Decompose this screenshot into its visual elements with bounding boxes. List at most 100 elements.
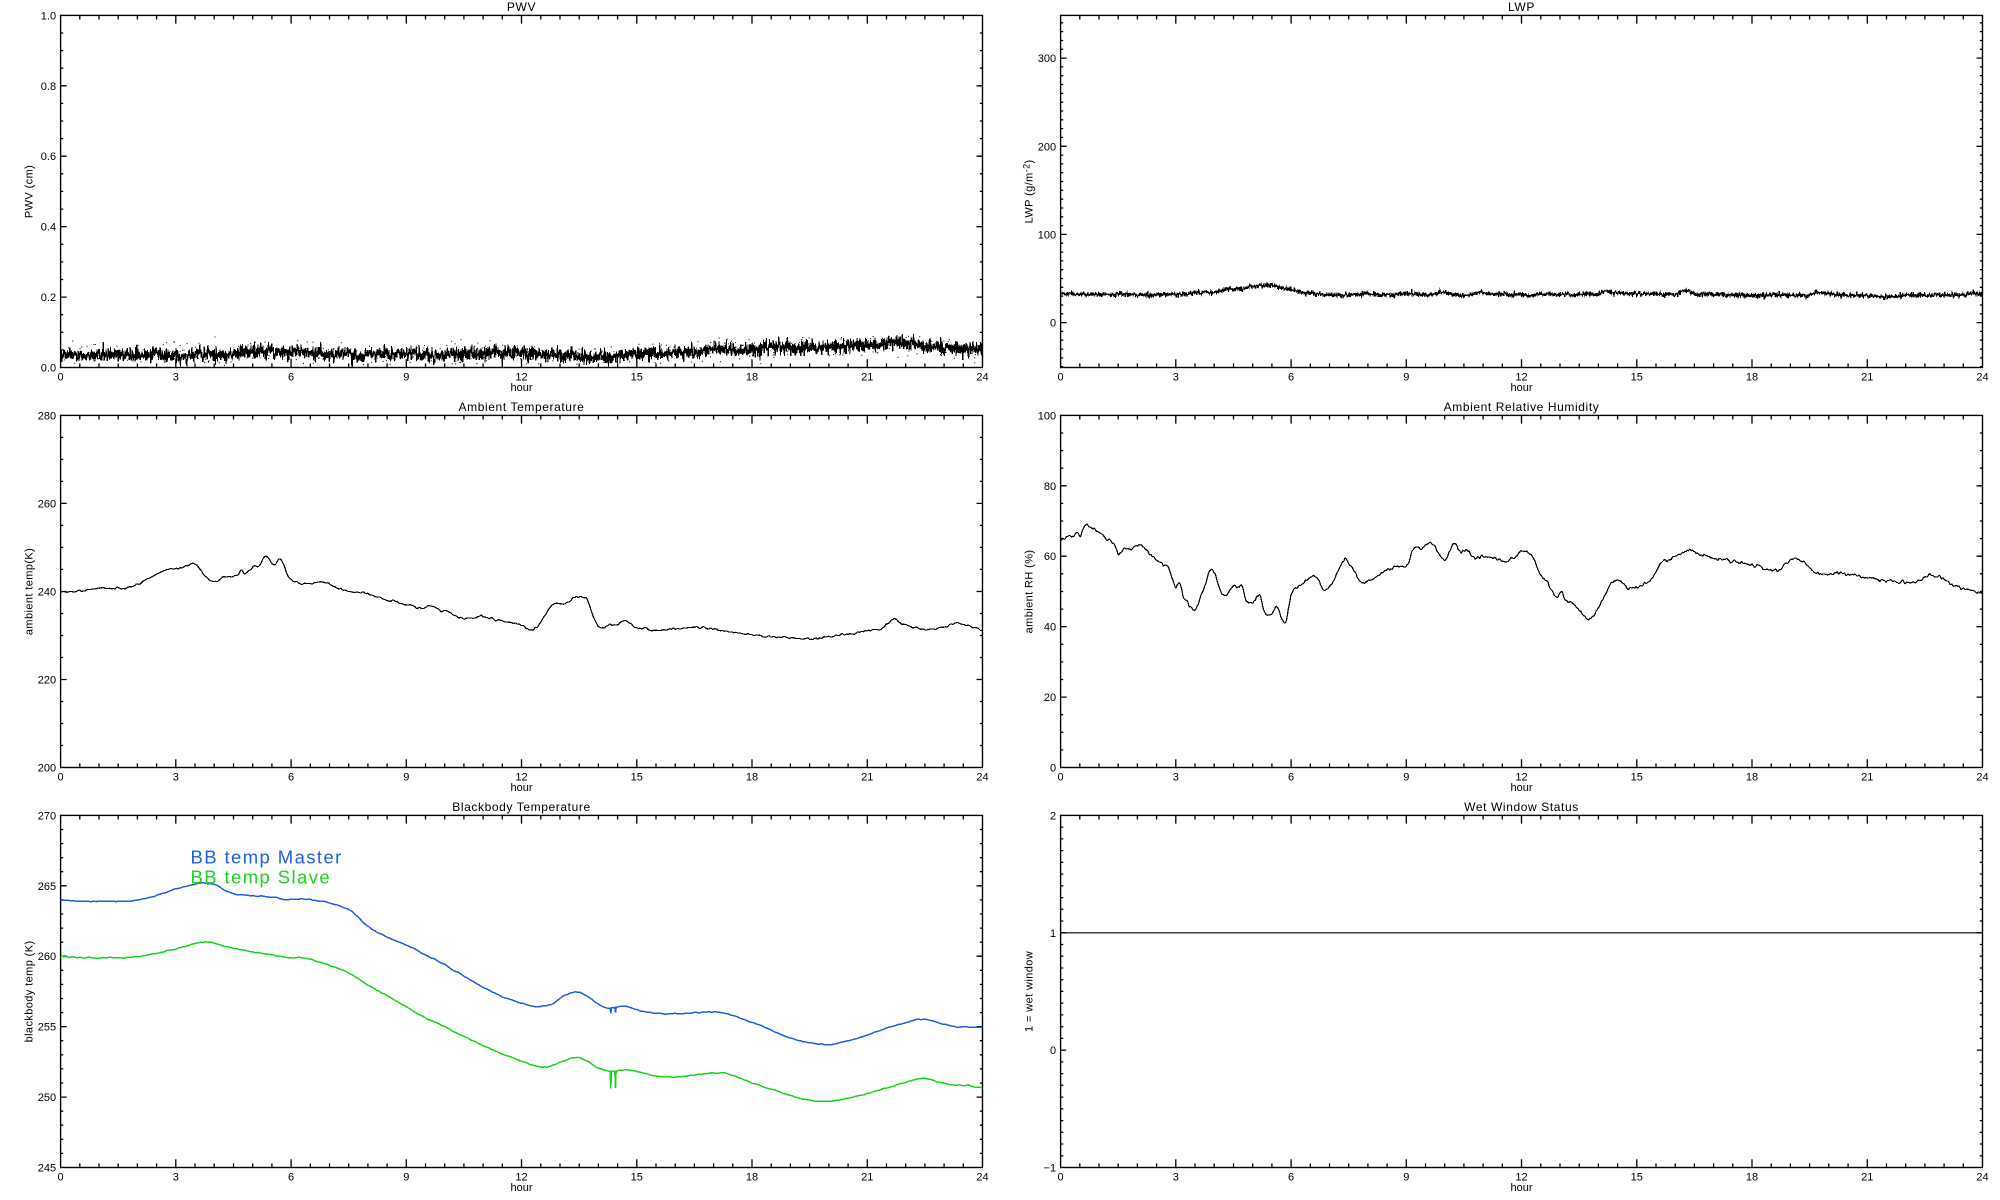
svg-text:0.6: 0.6 (41, 151, 56, 163)
svg-text:260: 260 (38, 498, 56, 510)
svg-text:hour: hour (510, 782, 532, 794)
svg-text:15: 15 (631, 1172, 643, 1184)
svg-text:265: 265 (38, 881, 56, 893)
svg-text:250: 250 (38, 1092, 56, 1104)
svg-text:3: 3 (173, 1172, 179, 1184)
svg-text:1.0: 1.0 (41, 10, 56, 22)
svg-text:18: 18 (746, 1172, 758, 1184)
svg-text:0.8: 0.8 (41, 81, 56, 93)
svg-text:3: 3 (173, 772, 179, 784)
svg-text:24: 24 (976, 1172, 988, 1184)
svg-text:3: 3 (1173, 772, 1179, 784)
svg-text:hour: hour (1510, 382, 1532, 394)
svg-text:9: 9 (403, 772, 409, 784)
svg-text:9: 9 (403, 372, 409, 384)
svg-text:−1: −1 (1044, 1163, 1057, 1175)
svg-text:ambient RH (%): ambient RH (%) (1024, 550, 1036, 634)
svg-text:21: 21 (861, 372, 873, 384)
svg-text:12: 12 (515, 1172, 527, 1184)
svg-text:15: 15 (631, 772, 643, 784)
svg-text:0.2: 0.2 (41, 292, 56, 304)
svg-text:hour: hour (1510, 782, 1532, 794)
svg-text:18: 18 (1746, 1172, 1758, 1184)
svg-text:20: 20 (1044, 692, 1056, 704)
svg-text:245: 245 (38, 1163, 56, 1175)
svg-text:hour: hour (1510, 1182, 1532, 1194)
svg-text:18: 18 (1746, 772, 1758, 784)
svg-text:1: 1 (1050, 928, 1056, 940)
svg-text:12: 12 (515, 772, 527, 784)
svg-text:0: 0 (58, 772, 64, 784)
svg-text:15: 15 (1631, 772, 1643, 784)
svg-text:0: 0 (58, 1172, 64, 1184)
svg-text:LWP: LWP (1508, 0, 1535, 14)
svg-text:220: 220 (38, 675, 56, 687)
svg-text:6: 6 (288, 1172, 294, 1184)
svg-text:6: 6 (1288, 772, 1294, 784)
svg-text:24: 24 (976, 372, 988, 384)
svg-text:200: 200 (1038, 141, 1056, 153)
svg-text:255: 255 (38, 1022, 56, 1034)
svg-text:12: 12 (515, 372, 527, 384)
svg-text:100: 100 (1038, 410, 1056, 422)
svg-text:3: 3 (173, 372, 179, 384)
svg-text:24: 24 (1976, 772, 1988, 784)
svg-text:3: 3 (1173, 372, 1179, 384)
svg-text:9: 9 (1403, 372, 1409, 384)
svg-text:270: 270 (38, 810, 56, 822)
svg-text:18: 18 (1746, 372, 1758, 384)
svg-text:60: 60 (1044, 551, 1056, 563)
svg-text:1 = wet window: 1 = wet window (1024, 951, 1036, 1032)
svg-text:240: 240 (38, 587, 56, 599)
svg-text:0.0: 0.0 (41, 363, 56, 375)
svg-text:0: 0 (1050, 1045, 1056, 1057)
svg-text:15: 15 (1631, 1172, 1643, 1184)
svg-text:blackbody temp (K): blackbody temp (K) (24, 940, 36, 1042)
svg-text:24: 24 (1976, 1172, 1988, 1184)
svg-text:Wet Window Status: Wet Window Status (1464, 800, 1579, 814)
svg-text:0: 0 (1050, 318, 1056, 330)
svg-text:18: 18 (746, 772, 758, 784)
svg-text:300: 300 (1038, 53, 1056, 65)
svg-text:6: 6 (1288, 1172, 1294, 1184)
svg-text:0: 0 (1058, 1172, 1064, 1184)
svg-text:BB temp Slave: BB temp Slave (191, 867, 332, 888)
svg-text:6: 6 (288, 372, 294, 384)
svg-text:260: 260 (38, 951, 56, 963)
svg-text:0: 0 (1058, 372, 1064, 384)
svg-text:BB temp Master: BB temp Master (191, 847, 343, 868)
svg-text:3: 3 (1173, 1172, 1179, 1184)
svg-text:0: 0 (1058, 772, 1064, 784)
svg-text:PWV: PWV (507, 0, 536, 14)
svg-text:9: 9 (1403, 1172, 1409, 1184)
svg-text:0.4: 0.4 (41, 222, 56, 234)
svg-text:12: 12 (1515, 772, 1527, 784)
svg-text:80: 80 (1044, 481, 1056, 493)
svg-text:21: 21 (861, 1172, 873, 1184)
svg-text:Ambient Temperature: Ambient Temperature (459, 400, 585, 414)
svg-text:6: 6 (1288, 372, 1294, 384)
svg-text:24: 24 (1976, 372, 1988, 384)
svg-text:Blackbody Temperature: Blackbody Temperature (452, 800, 590, 814)
svg-text:hour: hour (510, 1182, 532, 1194)
svg-text:6: 6 (288, 772, 294, 784)
svg-text:21: 21 (1861, 772, 1873, 784)
svg-text:15: 15 (1631, 372, 1643, 384)
svg-text:0: 0 (1050, 763, 1056, 775)
svg-text:2: 2 (1050, 810, 1056, 822)
svg-text:200: 200 (38, 763, 56, 775)
svg-text:100: 100 (1038, 229, 1056, 241)
svg-text:hour: hour (510, 382, 532, 394)
svg-text:0: 0 (58, 372, 64, 384)
svg-text:12: 12 (1515, 372, 1527, 384)
svg-text:18: 18 (746, 372, 758, 384)
svg-text:Ambient Relative Humidity: Ambient Relative Humidity (1444, 400, 1600, 414)
svg-text:40: 40 (1044, 622, 1056, 634)
svg-text:21: 21 (1861, 372, 1873, 384)
svg-text:21: 21 (1861, 1172, 1873, 1184)
svg-text:9: 9 (403, 1172, 409, 1184)
svg-text:9: 9 (1403, 772, 1409, 784)
svg-text:15: 15 (631, 372, 643, 384)
svg-text:PWV (cm): PWV (cm) (23, 165, 35, 218)
svg-text:24: 24 (976, 772, 988, 784)
